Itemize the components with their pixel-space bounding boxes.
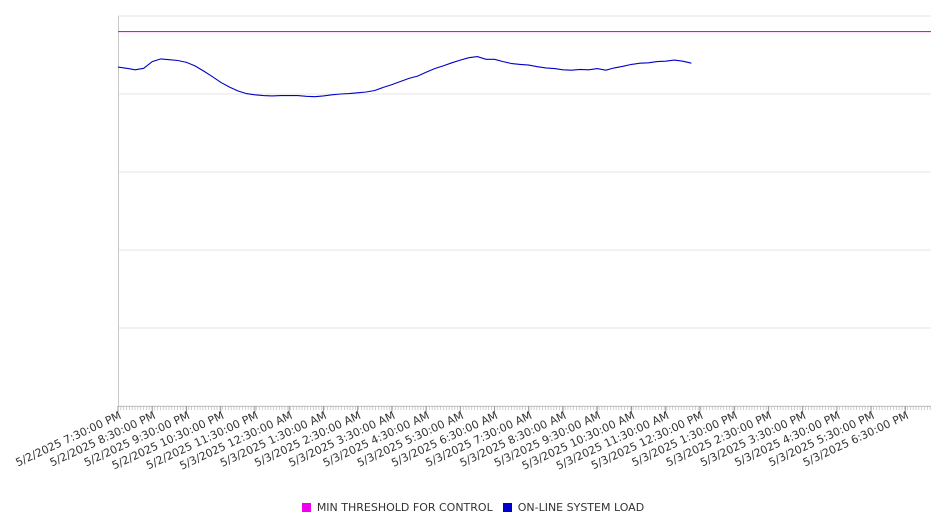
gridlines	[118, 15, 931, 407]
series-line-system-load	[117, 56, 692, 98]
legend-swatch-system-load	[502, 502, 512, 512]
x-axis-tick-labels: 5/2/2025 7:30:00 PM5/2/2025 8:30:00 PM5/…	[14, 406, 911, 473]
legend-label-system-load: ON-LINE SYSTEM LOAD	[517, 500, 645, 514]
legend: MIN THRESHOLD FOR CONTROL ON-LINE SYSTEM…	[0, 499, 946, 515]
legend-item-system-load[interactable]: ON-LINE SYSTEM LOAD	[502, 500, 645, 514]
legend-item-min-threshold[interactable]: MIN THRESHOLD FOR CONTROL	[301, 500, 493, 514]
series-lines	[117, 31, 931, 98]
legend-swatch-min-threshold	[301, 502, 311, 512]
axes	[117, 16, 931, 410]
legend-label-min-threshold: MIN THRESHOLD FOR CONTROL	[316, 500, 493, 514]
